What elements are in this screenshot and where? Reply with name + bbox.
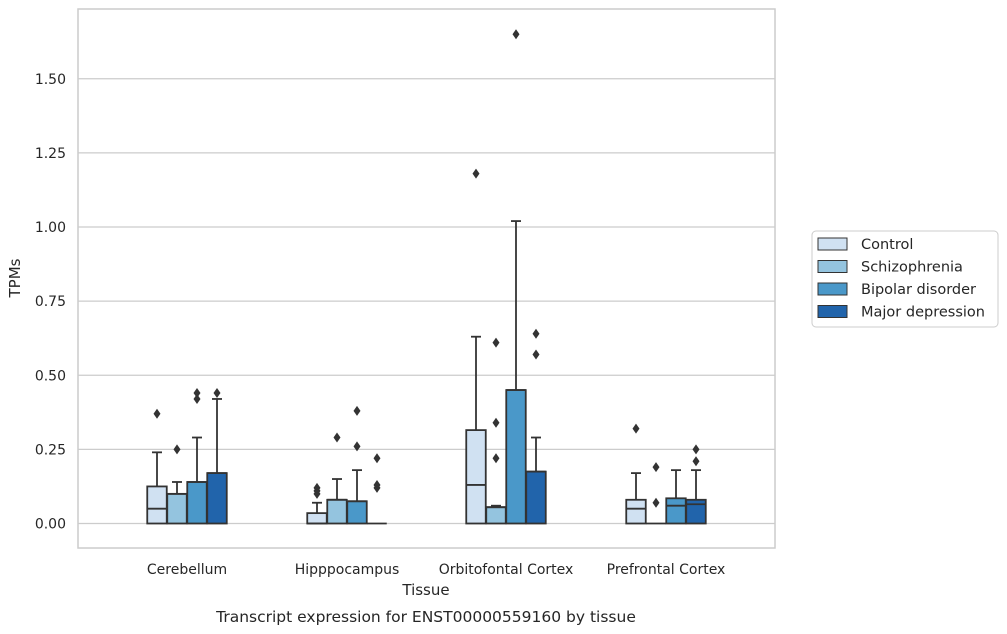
outlier-point	[652, 462, 660, 473]
box-layer	[146, 29, 707, 525]
outlier-point	[512, 29, 520, 40]
outlier-point	[193, 393, 201, 404]
box-rect	[625, 498, 647, 525]
box-rect	[346, 500, 368, 525]
y-tick-label: 0.00	[35, 517, 66, 533]
outlier-point	[213, 388, 221, 399]
box-schizophrenia	[485, 337, 507, 525]
box-bipolar-disorder	[346, 405, 368, 525]
x-tick-label: Prefrontal Cortex	[607, 562, 726, 578]
box-schizophrenia	[166, 444, 188, 525]
outlier-point	[492, 453, 500, 464]
box-major-depression	[685, 444, 707, 525]
legend-label: Schizophrenia	[861, 260, 963, 276]
y-tick-label: 1.50	[35, 72, 66, 88]
x-tick-label: Orbitofontal Cortex	[439, 562, 574, 578]
y-axis-label: TPMs	[6, 258, 24, 298]
outlier-point	[313, 482, 321, 493]
box-rect	[525, 470, 547, 525]
outlier-point	[652, 497, 660, 508]
box-bipolar-disorder	[505, 29, 527, 525]
box-major-depression	[525, 328, 547, 525]
y-tick-label: 0.25	[35, 442, 66, 458]
x-tick-label: Hipppocampus	[295, 562, 400, 578]
outlier-point	[353, 441, 361, 452]
outlier-point	[492, 417, 500, 428]
outlier-point	[153, 408, 161, 419]
box-bipolar-disorder	[186, 388, 208, 525]
outlier-point	[632, 423, 640, 434]
y-tick-labels: 0.00 0.25 0.50 0.75 1.00 1.25 1.50	[35, 72, 66, 533]
box-rect	[505, 389, 527, 525]
outlier-point	[173, 444, 181, 455]
legend-swatch	[817, 237, 848, 251]
legend-label: Control	[861, 237, 913, 253]
box-bipolar-disorder	[665, 469, 687, 525]
outlier-point	[492, 337, 500, 348]
y-tick-label: 1.25	[35, 146, 66, 162]
x-axis-label: Tissue	[401, 581, 449, 599]
chart-caption: Transcript expression for ENST0000055916…	[215, 608, 636, 626]
box-major-depression	[206, 388, 228, 525]
box-schizophrenia	[326, 432, 348, 525]
y-tick-label: 0.50	[35, 368, 66, 384]
box-control	[625, 423, 647, 525]
outlier-point	[692, 456, 700, 467]
gridlines	[78, 78, 775, 525]
outlier-point	[472, 168, 480, 179]
outlier-point	[373, 479, 381, 490]
legend-label: Bipolar disorder	[861, 282, 976, 298]
x-tick-label: Cerebellum	[147, 562, 227, 578]
box-rect	[206, 472, 228, 525]
outlier-point	[692, 444, 700, 455]
outlier-point	[193, 388, 201, 399]
box-rect	[485, 506, 507, 525]
box-rect	[326, 498, 348, 525]
outlier-point	[532, 349, 540, 360]
box-control	[306, 482, 328, 525]
box-control	[465, 168, 487, 525]
box-rect	[665, 497, 687, 525]
legend-box	[811, 230, 999, 328]
box-major-depression	[367, 453, 387, 525]
y-tick-label: 0.75	[35, 294, 66, 310]
box-rect	[166, 492, 188, 525]
legend-swatch	[817, 282, 848, 296]
box-control	[146, 408, 168, 525]
box-rect	[465, 429, 487, 525]
x-tick-labels: Cerebellum Hipppocampus Orbitofontal Corte…	[147, 562, 725, 578]
legend-swatch	[817, 305, 848, 318]
legend-label: Major depression	[861, 305, 985, 321]
legend-swatch	[817, 260, 848, 273]
outlier-point	[532, 328, 540, 339]
outlier-point	[353, 405, 361, 416]
box-rect	[685, 498, 707, 525]
box-schizophrenia	[646, 462, 666, 525]
outlier-point	[333, 432, 341, 443]
y-tick-label: 1.00	[35, 220, 66, 236]
plot-frame	[77, 8, 776, 549]
box-rect	[186, 481, 208, 525]
box-rect	[146, 485, 168, 525]
box-rect	[306, 512, 328, 525]
legend: Control Schizophrenia Bipolar disorder Majo…	[811, 230, 999, 328]
outlier-point	[373, 453, 381, 464]
